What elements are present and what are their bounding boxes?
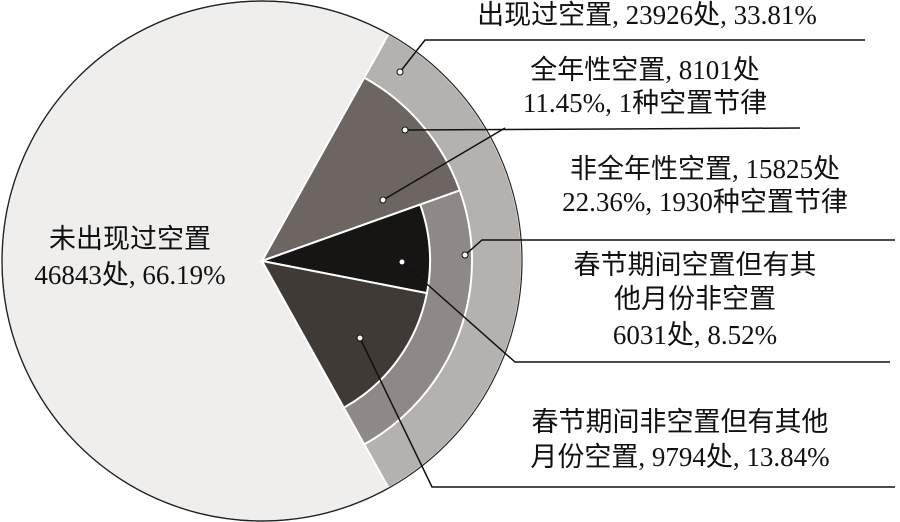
pie-slice [259,76,462,263]
leader-dot [398,258,406,266]
slice-label: 6031处, 8.52% [613,320,777,350]
leader-line [382,127,506,201]
slice-label: 46843处, 66.19% [34,260,225,290]
leader-dot [356,334,364,342]
slice-label: 11.45%, 1种空置节律 [523,88,767,118]
leader-line [359,337,895,488]
leader-dot [379,196,387,204]
slice-label: 出现过空置, 23926处, 33.81% [477,0,817,30]
leader-dot [461,251,469,259]
slice-label: 他月份非空置 [614,284,776,314]
slice-label: 22.36%, 1930种空置节律 [562,187,848,217]
slice-label: 未出现过空置 [49,224,211,254]
slice-label: 春节期间非空置但有其他 [532,407,829,437]
leader-dot [396,68,404,76]
slice-label: 月份空置, 9794处, 13.84% [530,442,829,472]
leader-dot [401,126,409,134]
slice-label: 全年性空置, 8101处 [530,55,760,85]
leader-line [404,127,801,131]
pie-outline [1,0,523,522]
pie-slice [260,259,429,410]
leader-line [401,261,890,363]
slice-label: 非全年性空置, 15825处 [570,154,840,184]
pie-slice [258,203,431,295]
leader-line [464,239,895,256]
leader-line [399,39,865,73]
slice-label: 春节期间空置但有其 [574,250,817,280]
